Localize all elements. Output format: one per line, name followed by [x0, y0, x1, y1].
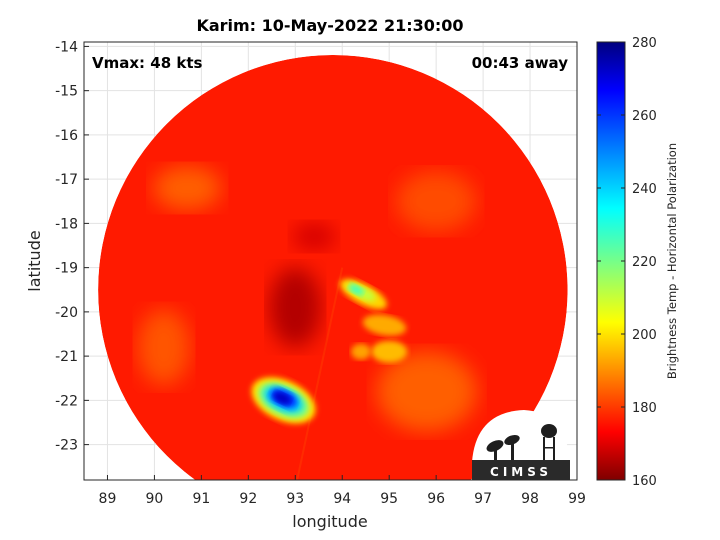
cold-cloud-patch — [351, 343, 372, 360]
time-away-label: 00:43 away — [472, 54, 569, 72]
cold-cloud-patch — [273, 392, 291, 405]
y-tick-label: -16 — [55, 128, 78, 144]
map-plot-area: 89 90 91 92 93 94 95 96 97 98 99 -14-15-16-17-18-1… — [55, 39, 586, 507]
colorbar-tick-label: 280 — [632, 36, 657, 51]
colorbar-ticks: 280 260 240 220 200 180 160 — [597, 36, 657, 489]
colorbar-label: Brightness Temp - Horizontal Polarizatio… — [665, 143, 679, 379]
y-tick-label: -23 — [55, 438, 78, 454]
x-tick-label: 94 — [333, 491, 351, 507]
colorbar-tick-label: 240 — [632, 182, 657, 197]
y-tick-label: -17 — [55, 172, 78, 188]
colorbar-tick-label: 200 — [632, 328, 657, 343]
cold-cloud-patch — [371, 340, 408, 363]
x-tick-label: 98 — [521, 491, 539, 507]
y-tick-label: -20 — [55, 305, 78, 321]
brightness-region — [269, 267, 322, 348]
x-tick-label: 99 — [568, 491, 586, 507]
colorbar-tick-label: 160 — [632, 474, 657, 489]
logo-tower-icon — [541, 424, 557, 460]
colorbar: 280 260 240 220 200 180 160 Brightness Temp - … — [596, 36, 679, 489]
y-tick-label: -19 — [55, 261, 78, 277]
cold-cloud-patch — [349, 284, 364, 295]
vmax-label: Vmax: 48 kts — [92, 54, 202, 72]
y-tick-label: -21 — [55, 349, 78, 365]
x-tick-label: 96 — [427, 491, 445, 507]
brightness-region — [376, 351, 477, 432]
x-tick-label: 97 — [474, 491, 492, 507]
colorbar-gradient — [596, 41, 626, 481]
y-tick-label: -14 — [55, 39, 78, 55]
x-axis-label: longitude — [292, 512, 367, 531]
logo-banner — [472, 460, 570, 480]
y-tick-label: -18 — [55, 216, 78, 232]
x-tick-label: 91 — [192, 491, 210, 507]
x-tick-label: 90 — [146, 491, 164, 507]
y-tick-label: -15 — [55, 84, 78, 100]
cold-cloud-patch — [362, 314, 407, 336]
plot-frame — [83, 41, 578, 481]
brightness-region — [396, 171, 477, 232]
y-axis-label: latitude — [25, 230, 44, 291]
x-tick-label: 89 — [99, 491, 117, 507]
colorbar-tick-label: 220 — [632, 255, 657, 270]
brightness-region — [292, 222, 337, 251]
y-tick-label: -22 — [55, 393, 78, 409]
logo-text: CIMSS — [490, 465, 552, 479]
x-tick-label: 92 — [239, 491, 257, 507]
cold-cloud-features — [251, 279, 408, 424]
colorbar-tick-label: 260 — [632, 109, 657, 124]
cimss-logo: CIMSS — [472, 410, 570, 480]
scan-seams — [294, 267, 344, 480]
colorbar-tick-label: 180 — [632, 401, 657, 416]
x-axis-ticks: 89 90 91 92 93 94 95 96 97 98 99 — [99, 475, 586, 507]
brightness-region — [153, 166, 222, 210]
logo-dish-icon — [486, 434, 520, 460]
plot-title: Karim: 10-May-2022 21:30:00 — [196, 16, 463, 35]
x-tick-label: 95 — [380, 491, 398, 507]
y-axis-ticks: -14 -15 -16 -17 -18 -19 -20 -21 -22 -23 — [55, 39, 89, 454]
x-tick-label: 93 — [286, 491, 304, 507]
brightness-region — [137, 309, 190, 386]
brightness-temp-swath — [98, 54, 568, 480]
